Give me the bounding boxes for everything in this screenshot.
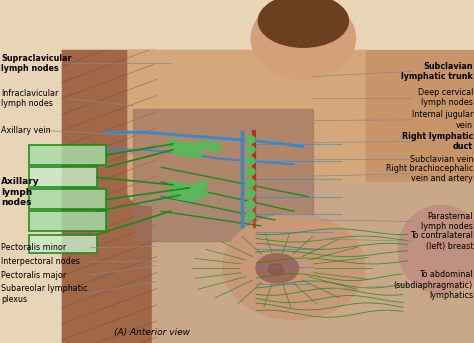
Ellipse shape <box>258 0 348 47</box>
Ellipse shape <box>251 0 356 80</box>
Ellipse shape <box>246 136 255 143</box>
Ellipse shape <box>191 149 202 158</box>
Bar <box>62 50 474 343</box>
Bar <box>133 109 313 240</box>
FancyBboxPatch shape <box>29 189 106 209</box>
Ellipse shape <box>168 190 178 198</box>
Bar <box>62 50 156 343</box>
Text: Internal jugular
vein: Internal jugular vein <box>412 110 473 130</box>
Text: Subclavian vein: Subclavian vein <box>410 155 473 164</box>
Text: Infraclavicular
lymph nodes: Infraclavicular lymph nodes <box>1 89 58 108</box>
Ellipse shape <box>246 179 255 186</box>
Ellipse shape <box>193 183 203 191</box>
Ellipse shape <box>198 141 208 150</box>
Ellipse shape <box>191 142 202 151</box>
Ellipse shape <box>246 201 255 209</box>
Text: Right brachiocephalic
vein and artery: Right brachiocephalic vein and artery <box>386 164 473 184</box>
Ellipse shape <box>246 168 255 176</box>
Ellipse shape <box>256 254 299 283</box>
Text: Interpectoral nodes: Interpectoral nodes <box>1 257 80 266</box>
FancyBboxPatch shape <box>29 145 106 165</box>
Text: Subareolar lymphatic
plexus: Subareolar lymphatic plexus <box>1 284 88 304</box>
Ellipse shape <box>198 181 208 189</box>
FancyBboxPatch shape <box>29 235 97 253</box>
Text: (A) Anterior view: (A) Anterior view <box>114 328 190 336</box>
Ellipse shape <box>242 52 327 154</box>
Ellipse shape <box>184 148 195 156</box>
Ellipse shape <box>188 184 198 192</box>
Ellipse shape <box>205 142 215 151</box>
Text: Pectoralis major: Pectoralis major <box>1 271 66 280</box>
Ellipse shape <box>177 147 188 156</box>
Text: Pectoralis minor: Pectoralis minor <box>1 243 66 252</box>
Ellipse shape <box>223 214 365 320</box>
Ellipse shape <box>186 192 196 201</box>
Ellipse shape <box>175 183 185 191</box>
Ellipse shape <box>184 142 195 151</box>
Ellipse shape <box>246 190 255 198</box>
Ellipse shape <box>177 142 188 151</box>
Ellipse shape <box>182 184 191 192</box>
Text: Axillary
lymph
nodes: Axillary lymph nodes <box>1 177 39 207</box>
Text: Right lymphatic
duct: Right lymphatic duct <box>401 132 473 151</box>
Ellipse shape <box>268 264 283 275</box>
FancyBboxPatch shape <box>29 211 106 231</box>
Ellipse shape <box>192 191 201 199</box>
Ellipse shape <box>398 205 474 293</box>
Ellipse shape <box>246 212 255 220</box>
Ellipse shape <box>198 190 207 198</box>
FancyBboxPatch shape <box>128 36 365 205</box>
Ellipse shape <box>246 146 255 154</box>
Ellipse shape <box>168 140 178 148</box>
Text: Supraclavicular
lymph nodes: Supraclavicular lymph nodes <box>1 54 72 73</box>
Ellipse shape <box>210 143 221 152</box>
Ellipse shape <box>174 191 184 199</box>
Text: Axillary vein: Axillary vein <box>1 126 51 135</box>
Text: To abdominal
(subdiaphragmatic)
lymphatics: To abdominal (subdiaphragmatic) lymphati… <box>394 270 473 300</box>
Ellipse shape <box>180 192 190 200</box>
Ellipse shape <box>170 145 181 154</box>
Ellipse shape <box>168 181 178 189</box>
FancyBboxPatch shape <box>29 167 97 187</box>
Text: To contralateral
(left) breast: To contralateral (left) breast <box>410 232 473 251</box>
Text: Subclavian
lymphatic trunk: Subclavian lymphatic trunk <box>401 61 473 81</box>
Text: Deep cervical
lymph nodes: Deep cervical lymph nodes <box>418 88 473 107</box>
Text: Parasternal
lymph nodes: Parasternal lymph nodes <box>421 212 473 231</box>
Bar <box>152 182 474 343</box>
Ellipse shape <box>246 157 255 165</box>
